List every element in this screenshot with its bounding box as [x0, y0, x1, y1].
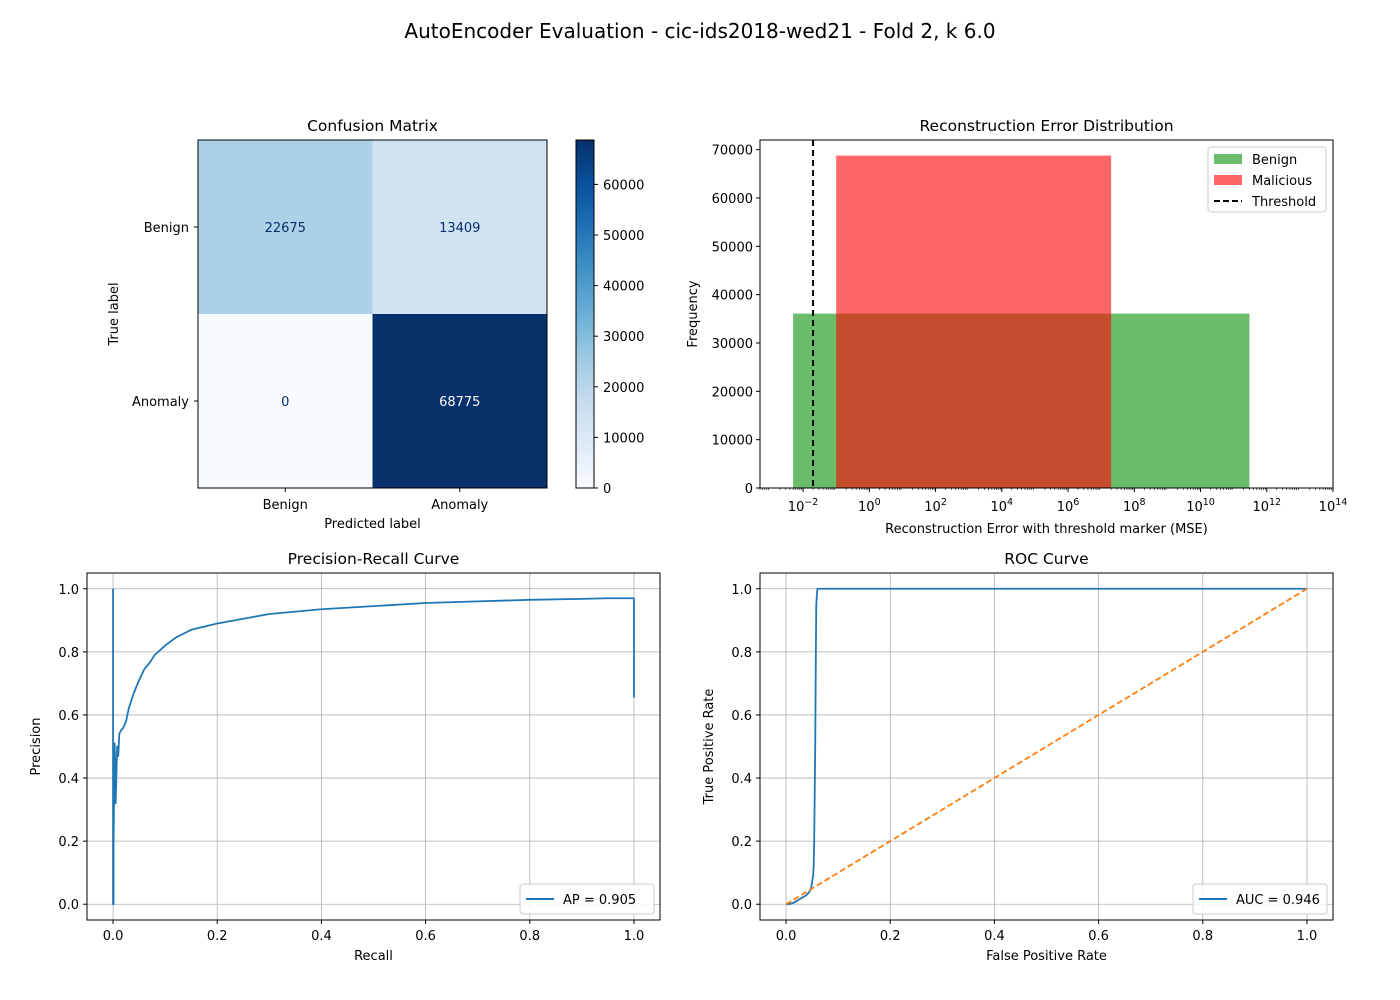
- cell-value-label: 0: [281, 395, 289, 410]
- legend: AUC = 0.946: [1192, 883, 1328, 915]
- y-tick-label: 0.4: [731, 772, 752, 787]
- colorbar-tick-label: 20000: [603, 381, 644, 396]
- x-tick-label: 0.2: [207, 929, 228, 944]
- x-tick-label: 0.4: [984, 929, 1005, 944]
- x-tick-label: 104: [991, 497, 1014, 515]
- x-axis-label: False Positive Rate: [986, 949, 1107, 964]
- legend-box: [1192, 883, 1328, 915]
- y-tick-label: 30000: [712, 337, 753, 352]
- x-tick-label: 10−2: [788, 497, 819, 515]
- y-tick-label: 0.8: [58, 646, 79, 661]
- heatmap-cell: [372, 314, 547, 488]
- plot-frame: [759, 572, 1334, 921]
- reconstruction-error-panel: 10−2 100 102 104 106 108 1010 1012 1014 0 10000 200…: [686, 117, 1347, 537]
- colorbar: [575, 139, 595, 489]
- y-tick-label: 0.8: [731, 646, 752, 661]
- y-tick-label: 0.4: [58, 772, 79, 787]
- figure-title: AutoEncoder Evaluation - cic-ids2018-wed…: [404, 19, 995, 43]
- legend-swatch: [1214, 154, 1242, 164]
- series-line-1: [785, 588, 1308, 905]
- roc-panel: 0.0 0.2 0.4 0.6 0.8 1.0 0.0 0.2 0.4 0.6 0.8 1.0 ROC …: [702, 550, 1334, 964]
- y-tick-label: 0: [745, 482, 753, 497]
- y-tick-label: 10000: [712, 434, 753, 449]
- x-tick-label: 102: [924, 497, 947, 515]
- chart-title: Confusion Matrix: [307, 117, 438, 135]
- x-tick-label: 108: [1123, 497, 1146, 515]
- y-tick-label: 1.0: [731, 583, 752, 598]
- cell-value-label: 13409: [439, 221, 480, 236]
- y-tick-label: 0.2: [58, 835, 79, 850]
- y-tick-label: 0.6: [731, 709, 752, 724]
- y-tick-label: 70000: [712, 144, 753, 159]
- x-tick-label: Anomaly: [431, 498, 488, 513]
- series-line-0: [112, 588, 635, 906]
- colorbar-tick-label: 0: [603, 482, 611, 497]
- legend-label: AUC = 0.946: [1236, 893, 1320, 908]
- colorbar-tick-label: 40000: [603, 280, 644, 295]
- x-axis-label: Predicted label: [324, 517, 421, 532]
- legend-label: Threshold: [1251, 195, 1316, 210]
- x-tick-label: 1.0: [1297, 929, 1318, 944]
- chart-title: Precision-Recall Curve: [288, 550, 460, 568]
- chart-title: Reconstruction Error Distribution: [919, 117, 1173, 135]
- y-tick-label: 0.0: [731, 898, 752, 913]
- chart-title: ROC Curve: [1004, 550, 1088, 568]
- y-tick-label: 1.0: [58, 583, 79, 598]
- y-axis-label: True Positive Rate: [702, 689, 717, 806]
- x-tick-label: 0.8: [1192, 929, 1213, 944]
- precision-recall-panel: 0.0 0.2 0.4 0.6 0.8 1.0 0.0 0.2 0.4 0.6 0.8 1.0 Prec…: [29, 550, 661, 964]
- histogram-bar-malicious: [836, 155, 1112, 488]
- colorbar-tick-label: 10000: [603, 431, 644, 446]
- x-tick-label: 0.4: [311, 929, 332, 944]
- legend-label: AP = 0.905: [563, 893, 636, 908]
- x-tick-label: 0.0: [776, 929, 797, 944]
- x-tick-label: 0.0: [103, 929, 124, 944]
- plot-frame: [86, 572, 661, 921]
- x-tick-label: 0.6: [1088, 929, 1109, 944]
- y-axis-label: Frequency: [686, 280, 701, 347]
- x-tick-label: 100: [858, 497, 881, 515]
- x-tick-label: 0.2: [880, 929, 901, 944]
- y-tick-label: 50000: [712, 240, 753, 255]
- x-tick-label: 106: [1057, 497, 1080, 515]
- x-tick-label: 0.6: [415, 929, 436, 944]
- y-tick-label: 0.6: [58, 709, 79, 724]
- heatmap-cell: [198, 314, 373, 488]
- x-axis-label: Recall: [354, 949, 393, 964]
- x-tick-label: 1.0: [624, 929, 645, 944]
- colorbar-tick-label: 50000: [603, 229, 644, 244]
- x-tick-label: 0.8: [519, 929, 540, 944]
- legend: Benign Malicious Threshold: [1207, 146, 1327, 213]
- plot-frame: [197, 139, 548, 489]
- y-tick-label: 0.2: [731, 835, 752, 850]
- y-tick-label: 0.0: [58, 898, 79, 913]
- legend-box: [519, 883, 655, 915]
- legend: AP = 0.905: [519, 883, 655, 915]
- x-tick-label: 1010: [1186, 497, 1215, 515]
- confusion-matrix-panel: 22675 13409 0 68775 Benign Anomaly Benign Anoma…: [107, 117, 644, 532]
- x-tick-label: 1014: [1319, 497, 1348, 515]
- y-axis-label: Precision: [29, 717, 44, 775]
- x-tick-label: 1012: [1252, 497, 1281, 515]
- series-line-0: [786, 587, 1307, 906]
- legend-label: Malicious: [1252, 174, 1312, 189]
- cell-value-label: 22675: [265, 221, 306, 236]
- y-tick-label: Benign: [144, 221, 189, 236]
- y-axis-label: True label: [107, 282, 122, 346]
- legend-label: Benign: [1252, 153, 1297, 168]
- y-tick-label: 60000: [712, 192, 753, 207]
- colorbar-tick-label: 60000: [603, 178, 644, 193]
- heatmap-cell: [198, 140, 373, 314]
- colorbar-tick-label: 30000: [603, 330, 644, 345]
- x-tick-label: Benign: [263, 498, 308, 513]
- cell-value-label: 68775: [439, 395, 480, 410]
- y-tick-label: 20000: [712, 385, 753, 400]
- plot-frame: [759, 139, 1334, 489]
- x-axis-label: Reconstruction Error with threshold mark…: [885, 522, 1208, 537]
- legend-swatch: [1214, 175, 1242, 185]
- heatmap-cell: [372, 140, 547, 314]
- y-tick-label: Anomaly: [132, 395, 189, 410]
- y-tick-label: 40000: [712, 289, 753, 304]
